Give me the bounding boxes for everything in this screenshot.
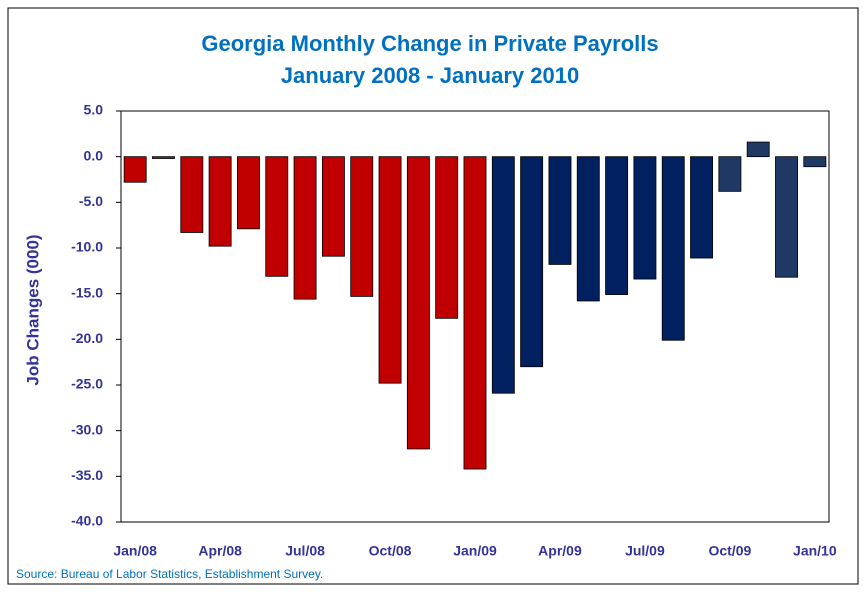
y-tick-label: 5.0 xyxy=(84,102,104,118)
bar xyxy=(548,156,572,265)
bar xyxy=(152,156,175,159)
bar xyxy=(293,156,317,300)
bar xyxy=(661,156,685,341)
x-tick-label: Jul/09 xyxy=(625,543,665,559)
x-tick-label: Jan/09 xyxy=(453,543,497,559)
y-tick-label: -25.0 xyxy=(71,376,103,392)
bar xyxy=(208,156,232,247)
x-tick-label: Jan/08 xyxy=(113,543,157,559)
bar xyxy=(718,156,742,192)
bar xyxy=(180,156,204,233)
y-tick-label: -35.0 xyxy=(71,467,103,483)
y-tick-label: -20.0 xyxy=(71,330,103,346)
bar xyxy=(803,156,827,168)
bar xyxy=(491,156,515,394)
x-tick-label: Apr/09 xyxy=(538,543,582,559)
bar xyxy=(406,156,430,450)
y-tick-label: -15.0 xyxy=(71,284,103,300)
y-tick-label: -40.0 xyxy=(71,513,103,529)
bar xyxy=(123,156,147,183)
bar xyxy=(746,141,770,158)
bar xyxy=(576,156,600,302)
chart-frame xyxy=(7,7,859,585)
x-tick-label: Oct/08 xyxy=(369,543,412,559)
bar xyxy=(435,156,459,319)
source-note: Source: Bureau of Labor Statistics, Esta… xyxy=(16,567,323,581)
bar xyxy=(775,156,798,278)
y-tick-label: -30.0 xyxy=(71,421,103,437)
bar xyxy=(690,156,714,259)
y-tick-label: -10.0 xyxy=(71,239,103,255)
x-tick-label: Oct/09 xyxy=(708,543,751,559)
x-tick-label: Jul/08 xyxy=(285,543,325,559)
bar xyxy=(520,156,544,368)
plot-area xyxy=(120,110,830,523)
chart-title: Georgia Monthly Change in Private Payrol… xyxy=(201,31,658,56)
bar xyxy=(378,156,402,384)
bar xyxy=(350,156,374,297)
y-tick-label: -5.0 xyxy=(79,193,103,209)
x-tick-label: Jan/10 xyxy=(793,543,837,559)
bar xyxy=(321,156,345,257)
y-tick-label: 0.0 xyxy=(84,147,104,163)
y-axis-label: Job Changes (000) xyxy=(23,234,42,385)
bar xyxy=(605,156,629,295)
bar xyxy=(265,156,289,277)
x-tick-label: Apr/08 xyxy=(198,543,242,559)
bar xyxy=(633,156,657,280)
bar xyxy=(463,156,487,470)
bar xyxy=(236,156,260,230)
chart-subtitle: January 2008 - January 2010 xyxy=(281,63,579,88)
